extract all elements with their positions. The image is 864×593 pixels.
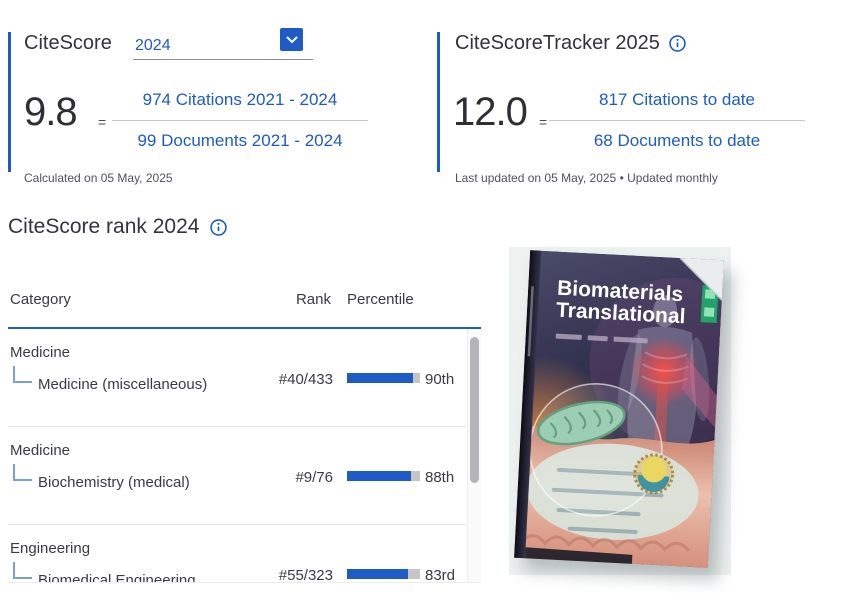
- equals-sign: =: [98, 114, 107, 130]
- tree-branch-icon: [13, 562, 32, 579]
- card-accent-bar: [437, 32, 440, 172]
- tree-branch-icon: [13, 464, 32, 481]
- rank-value: #40/433: [278, 371, 333, 388]
- tracker-footnote: Last updated on 05 May, 2025 • Updated m…: [455, 171, 718, 185]
- citations-to-date-link[interactable]: 817 Citations to date: [599, 90, 755, 109]
- percentile-bar: [347, 569, 420, 579]
- card-accent-bar: [8, 32, 11, 172]
- tracker-fraction: 817 Citations to date 68 Documents to da…: [549, 90, 805, 151]
- capsule-graphic: [633, 453, 675, 495]
- year-dropdown-value[interactable]: 2024: [135, 37, 171, 54]
- citescore-card: CiteScore 2024 9.8 = 974 Citations 2021 …: [8, 28, 416, 185]
- tracker-title: CiteScoreTracker 2025: [455, 32, 660, 54]
- journal-cover: Biomaterials Translational: [509, 247, 731, 575]
- percentile-bar-fill: [347, 569, 408, 579]
- column-header-percentile: Percentile: [347, 291, 414, 308]
- year-dropdown-button[interactable]: [280, 28, 303, 51]
- percentile-bar-fill: [347, 373, 413, 383]
- tracker-info-button[interactable]: [669, 35, 686, 52]
- equals-sign: =: [539, 114, 548, 130]
- percentile-value: 88th: [425, 469, 455, 486]
- cover-issue-text: [555, 333, 648, 344]
- documents-link[interactable]: 99 Documents 2021 - 2024: [137, 131, 343, 150]
- rank-value: #55/323: [278, 567, 333, 583]
- rank-value: #9/76: [295, 469, 333, 486]
- rank-section-header: CiteScore rank 2024: [8, 215, 228, 239]
- rank-table: Medicine Medicine (miscellaneous) #40/43…: [8, 329, 481, 583]
- subcategory: Medicine (miscellaneous): [38, 376, 208, 393]
- info-icon: [669, 35, 686, 52]
- citescore-fraction: 974 Citations 2021 - 2024 99 Documents 2…: [112, 90, 368, 151]
- book-spine: [514, 250, 542, 559]
- percentile-bar: [347, 373, 420, 383]
- rank-title: CiteScore rank 2024: [8, 215, 200, 238]
- citations-link[interactable]: 974 Citations 2021 - 2024: [142, 90, 338, 109]
- percentile-bar: [347, 471, 420, 481]
- fraction-divider: [112, 120, 368, 121]
- parent-category: Medicine: [10, 344, 71, 361]
- column-header-category: Category: [10, 291, 71, 308]
- tracker-value: 12.0: [453, 90, 528, 134]
- year-dropdown-underline: [133, 59, 313, 60]
- citescore-title: CiteScore: [24, 32, 112, 54]
- mitochondria-bubble-graphic: [529, 383, 663, 517]
- table-row: Engineering Biomedical Engineering #55/3…: [8, 525, 466, 583]
- citescore-value: 9.8: [24, 90, 78, 134]
- table-row: Medicine Medicine (miscellaneous) #40/43…: [8, 329, 466, 427]
- parent-category: Engineering: [10, 540, 91, 557]
- journal-cover-book: Biomaterials Translational: [514, 250, 724, 568]
- percentile-value: 90th: [425, 371, 455, 388]
- table-header-rule: [8, 327, 481, 329]
- table-row: Medicine Biochemistry (medical) #9/76 88…: [8, 427, 466, 525]
- subcategory: Biomedical Engineering: [38, 572, 196, 583]
- chevron-down-icon: [286, 36, 298, 44]
- anatomical-figure-graphic: [617, 295, 717, 470]
- citescore-tracker-card: CiteScoreTracker 2025 12.0 = 817 Citatio…: [437, 30, 857, 185]
- info-icon: [210, 218, 228, 236]
- table-scrollbar[interactable]: [467, 329, 481, 582]
- parent-category: Medicine: [10, 442, 71, 459]
- rank-info-button[interactable]: [210, 218, 228, 236]
- column-header-rank: Rank: [295, 291, 331, 308]
- book-bottom-edge: [525, 547, 633, 564]
- tree-branch-icon: [13, 366, 32, 383]
- scrollbar-thumb[interactable]: [470, 337, 479, 483]
- percentile-value: 83rd: [425, 567, 456, 583]
- citescore-footnote: Calculated on 05 May, 2025: [24, 171, 173, 185]
- percentile-bar-fill: [347, 471, 412, 481]
- fraction-divider: [549, 120, 805, 121]
- subcategory: Biochemistry (medical): [38, 474, 190, 491]
- documents-to-date-link[interactable]: 68 Documents to date: [593, 131, 761, 150]
